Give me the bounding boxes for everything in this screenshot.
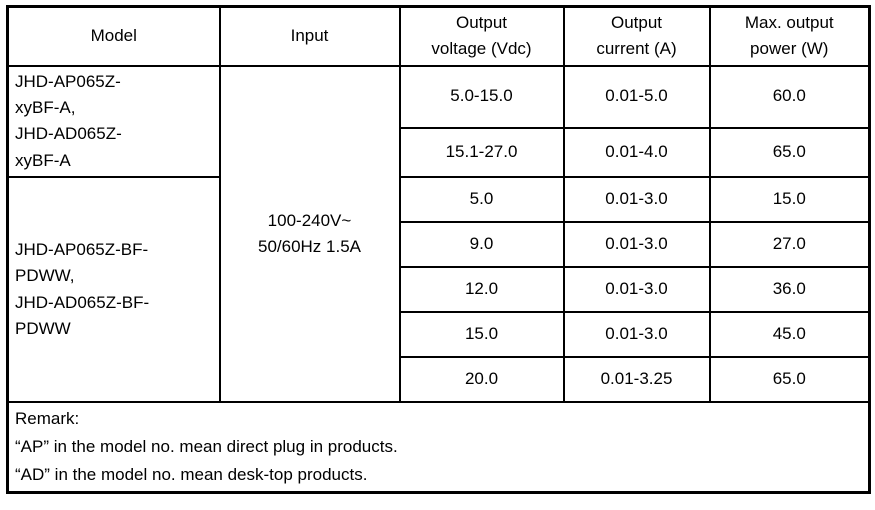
- output-voltage-cell: 5.0-15.0: [398, 64, 565, 129]
- max-power-cell: 36.0: [708, 266, 871, 314]
- table-row: JHD-AP065Z- xyBF-A, JHD-AD065Z- xyBF-A 1…: [6, 64, 871, 404]
- model-cell-group-2: JHD-AP065Z-BF- PDWW, JHD-AD065Z-BF- PDWW: [6, 176, 221, 404]
- output-current-cell: 0.01-3.0: [562, 221, 711, 269]
- output-current-cell: 0.01-3.0: [562, 311, 711, 359]
- remark-cell: Remark: “AP” in the model no. mean direc…: [6, 401, 871, 494]
- output-current-cell: 0.01-4.0: [562, 126, 711, 179]
- remark-title: Remark:: [15, 409, 80, 429]
- output-current-cell: 0.01-3.0: [562, 176, 711, 224]
- output-voltage-cell: 15.1-27.0: [398, 126, 565, 179]
- output-voltage-cell: 15.0: [398, 311, 565, 359]
- spec-table: Model Input Output voltage (Vdc) Output …: [6, 5, 871, 495]
- output-current-cell: 0.01-3.25: [562, 356, 711, 404]
- input-cell: 100-240V~ 50/60Hz 1.5A: [218, 64, 401, 404]
- max-power-cell: 27.0: [708, 221, 871, 269]
- table-row: JHD-AP065Z-BF- PDWW, JHD-AD065Z-BF- PDWW…: [6, 176, 871, 404]
- max-power-cell: 65.0: [708, 356, 871, 404]
- table-row: 20.0 0.01-3.25 65.0: [8, 356, 871, 404]
- remark-line-ad: “AD” in the model no. mean desk-top prod…: [15, 465, 368, 485]
- output-voltage-cell: 9.0: [398, 221, 565, 269]
- max-power-cell: 60.0: [708, 64, 871, 129]
- output-current-cell: 0.01-5.0: [562, 64, 711, 129]
- col-header-output-current: Output current (A): [562, 5, 711, 67]
- max-power-cell: 65.0: [708, 126, 871, 179]
- col-header-input: Input: [218, 5, 401, 67]
- col-header-output-voltage: Output voltage (Vdc): [398, 5, 565, 67]
- col-header-max-output-power: Max. output power (W): [708, 5, 871, 67]
- output-current-cell: 0.01-3.0: [562, 266, 711, 314]
- remark-row: Remark: “AP” in the model no. mean direc…: [6, 401, 871, 494]
- table-row: 9.0 0.01-3.0 27.0: [8, 221, 871, 269]
- max-power-cell: 45.0: [708, 311, 871, 359]
- col-header-model: Model: [6, 5, 221, 67]
- output-voltage-cell: 5.0: [398, 176, 565, 224]
- table-row: 15.0 0.01-3.0 45.0: [8, 311, 871, 359]
- output-voltage-cell: 12.0: [398, 266, 565, 314]
- output-voltage-cell: 20.0: [398, 356, 565, 404]
- remark-line-ap: “AP” in the model no. mean direct plug i…: [15, 437, 398, 457]
- max-power-cell: 15.0: [708, 176, 871, 224]
- header-row: Model Input Output voltage (Vdc) Output …: [6, 5, 871, 67]
- table-row: 15.1-27.0 0.01-4.0 65.0: [8, 126, 871, 179]
- model-cell-group-1: JHD-AP065Z- xyBF-A, JHD-AD065Z- xyBF-A: [6, 64, 221, 179]
- table-row: 12.0 0.01-3.0 36.0: [8, 266, 871, 314]
